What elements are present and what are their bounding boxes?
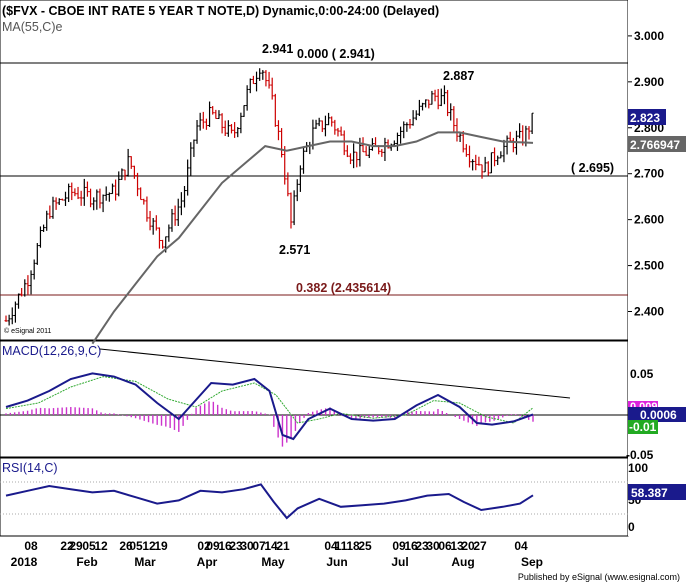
x-day-label: 12 xyxy=(94,539,108,553)
last-price-badge xyxy=(628,109,666,125)
x-month-label: Aug xyxy=(451,555,474,569)
x-month-label: Mar xyxy=(134,555,156,569)
label-high2: 2.887 xyxy=(443,69,474,83)
ma-legend: MA(55,C)e xyxy=(2,20,62,34)
price-tick-label: 2.400 xyxy=(634,305,664,319)
x-month-label: Jul xyxy=(391,555,408,569)
footer-credit: Published by eSignal (www.esignal.com) xyxy=(518,572,680,582)
x-day-label: 11 xyxy=(335,539,348,553)
candles xyxy=(4,68,534,326)
rsi-value: 58.387 xyxy=(631,486,668,500)
price-tick-label: 2.500 xyxy=(634,259,664,273)
x-day-label: 04 xyxy=(514,539,528,553)
macd-value: 0.0006 xyxy=(640,408,677,422)
x-month-label: Feb xyxy=(76,555,97,569)
macd-tick-pos: 0.05 xyxy=(630,367,654,381)
x-day-label: 08 xyxy=(24,539,38,553)
level-lines xyxy=(0,62,628,296)
x-day-label: 09 xyxy=(392,539,406,553)
rsi-legend: RSI(14,C) xyxy=(2,461,58,475)
x-day-label: 20 xyxy=(461,539,475,553)
x-day-label: 05 xyxy=(129,539,143,553)
x-day-label: 22 xyxy=(60,539,74,553)
x-day-label: 25 xyxy=(358,539,372,553)
x-day-label: 05 xyxy=(82,539,96,553)
label-high: 2.941 xyxy=(262,42,293,56)
last-price-value: 2.823 xyxy=(630,111,660,125)
ma-55-line xyxy=(91,131,534,345)
x-month-label: Apr xyxy=(197,555,218,569)
signal-value-badge xyxy=(628,401,658,410)
x-day-label: 13 xyxy=(450,539,464,553)
chart-title: ($FVX - CBOE INT RATE 5 YEAR T NOTE,D) D… xyxy=(2,4,439,18)
macd-tick-neg: -0.05 xyxy=(626,448,654,462)
x-month-label: Jun xyxy=(326,555,347,569)
rsi-tick-100: 100 xyxy=(628,461,648,475)
x-day-label: 26 xyxy=(119,539,133,553)
price-tick-label: 3.000 xyxy=(634,29,664,43)
macd-legend: MACD(12,26,9,C) xyxy=(2,344,101,358)
x-day-label: 21 xyxy=(276,539,290,553)
macd-histogram xyxy=(5,401,534,447)
x-day-label: 23 xyxy=(229,539,243,553)
macd-line xyxy=(5,372,534,441)
x-day-label: 07 xyxy=(252,539,266,553)
macd-signal-line xyxy=(5,376,534,424)
price-axis-bg xyxy=(628,0,686,536)
macd-panel-border xyxy=(0,340,629,458)
rsi-line xyxy=(5,483,534,520)
x-day-label: 30 xyxy=(426,539,440,553)
hist-value: -0.01 xyxy=(629,420,657,434)
x-day-label: 09 xyxy=(206,539,220,553)
rsi-tick-0: 0 xyxy=(628,520,635,534)
x-month-label: Sep xyxy=(521,555,543,569)
label-support: ( 2.695) xyxy=(571,161,614,175)
watermark: © eSignal 2011 xyxy=(4,327,52,335)
macd-value-badge xyxy=(628,407,686,422)
x-month-label: 2018 xyxy=(11,555,38,569)
x-month-label: May xyxy=(261,555,285,569)
macd-trendline xyxy=(99,348,571,399)
x-day-label: 16 xyxy=(404,539,418,553)
x-day-label: 16 xyxy=(218,539,232,553)
ma-value: 2.766947 xyxy=(630,138,680,152)
x-day-label: 14 xyxy=(264,539,278,553)
x-day-label: 04 xyxy=(324,539,338,553)
rsi-panel-border xyxy=(0,457,629,537)
x-day-label: 18 xyxy=(346,539,360,553)
x-day-label: 27 xyxy=(473,539,487,553)
hist-value-badge xyxy=(628,420,658,434)
rsi-value-badge xyxy=(628,484,686,500)
ma-value-badge xyxy=(628,136,686,152)
x-day-label: 02 xyxy=(197,539,211,553)
label-fib382: 0.382 (2.435614) xyxy=(296,281,391,295)
x-day-label: 12 xyxy=(142,539,156,553)
label-fib0: 0.000 ( 2.941) xyxy=(297,47,375,61)
x-day-label: 30 xyxy=(240,539,254,553)
x-day-label: 06 xyxy=(438,539,452,553)
label-low: 2.571 xyxy=(279,243,310,257)
x-day-label: 19 xyxy=(154,539,168,553)
price-tick-label: 2.700 xyxy=(634,167,664,181)
x-day-label: 23 xyxy=(415,539,429,553)
price-tick-label: 2.900 xyxy=(634,75,664,89)
x-day-label: 29 xyxy=(69,539,83,553)
price-tick-label: 2.600 xyxy=(634,213,664,227)
